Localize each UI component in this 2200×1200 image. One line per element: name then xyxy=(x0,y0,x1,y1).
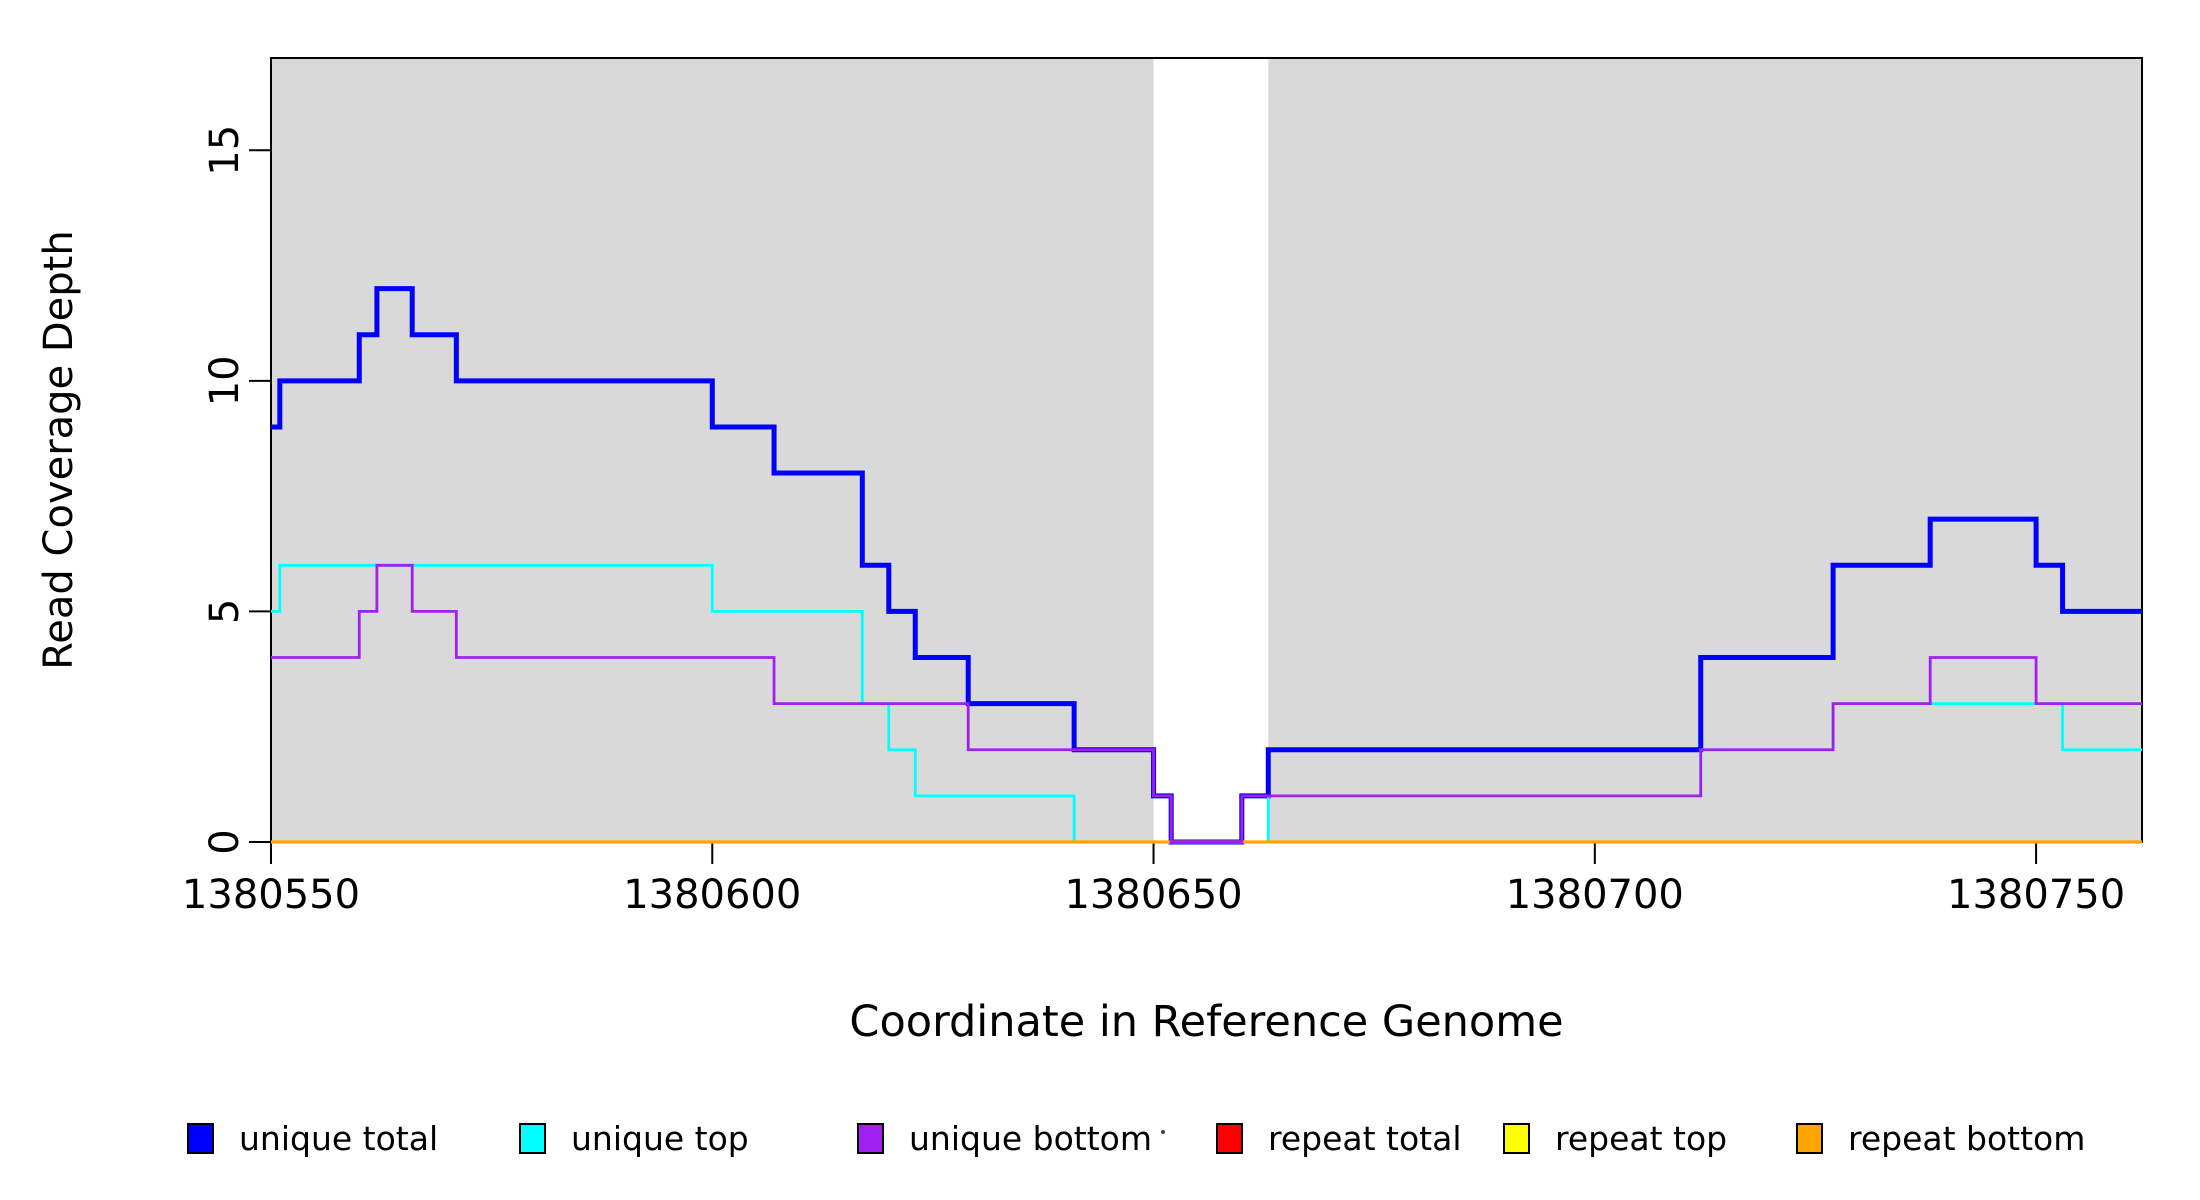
legend-swatch-unique-total xyxy=(187,1122,214,1154)
legend-swatch-repeat-top xyxy=(1503,1122,1530,1154)
x-tick-label: 1380550 xyxy=(182,872,360,918)
legend-swatch-repeat-total xyxy=(1216,1122,1243,1154)
legend-label: unique top xyxy=(571,1118,749,1158)
y-tick-label: 0 xyxy=(202,829,248,854)
legend-swatch-repeat-bottom xyxy=(1796,1122,1823,1154)
legend-label: unique total xyxy=(239,1118,439,1158)
shaded-region-1 xyxy=(271,58,1154,842)
x-tick-label: 1380750 xyxy=(1947,872,2125,918)
y-axis-title: Read Coverage Depth xyxy=(36,230,82,669)
legend-label: unique bottom xyxy=(909,1118,1153,1158)
x-tick-label: 1380600 xyxy=(623,872,801,918)
series-unique-bottom-line xyxy=(271,563,2142,844)
y-tick-label: 5 xyxy=(202,599,248,624)
shaded-region-2 xyxy=(1268,58,2142,842)
legend-label: repeat total xyxy=(1268,1118,1462,1158)
legend-label: repeat bottom xyxy=(1848,1118,2086,1158)
legend-item-unique-top: unique top xyxy=(519,1118,749,1158)
stray-dot-artifact xyxy=(1161,1130,1165,1134)
legend-item-repeat-top: repeat top xyxy=(1503,1118,1727,1158)
x-axis-title: Coordinate in Reference Genome xyxy=(849,997,1563,1047)
legend-swatch-unique-top xyxy=(519,1122,546,1154)
x-tick-label: 1380700 xyxy=(1506,872,1684,918)
x-tick-label: 1380650 xyxy=(1064,872,1242,918)
legend-item-unique-total: unique total xyxy=(187,1118,438,1158)
legend-item-unique-bottom: unique bottom xyxy=(857,1118,1152,1158)
legend-item-repeat-bottom: repeat bottom xyxy=(1796,1118,2085,1158)
legend-swatch-unique-bottom xyxy=(857,1122,884,1154)
y-tick-label: 10 xyxy=(202,355,248,406)
y-tick-label: 15 xyxy=(202,125,248,176)
legend-label: repeat top xyxy=(1555,1118,1728,1158)
legend-item-repeat-total: repeat total xyxy=(1216,1118,1462,1158)
series-unique-total-line xyxy=(271,286,2142,845)
